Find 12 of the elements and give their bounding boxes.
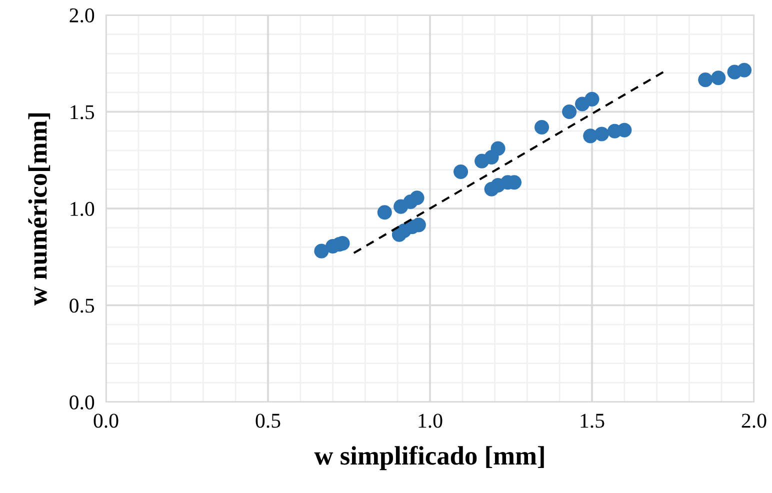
y-tick-label: 0.5 xyxy=(70,298,94,313)
x-tick-label: 0.0 xyxy=(94,414,118,428)
x-tick-label: 0.5 xyxy=(256,414,280,428)
y-axis-title: w numérico[mm] xyxy=(28,113,50,306)
x-axis-title: w simplificado [mm] xyxy=(314,446,544,470)
y-tick-label: 0.0 xyxy=(70,395,94,410)
x-tick-label: 2.0 xyxy=(742,414,766,428)
y-tick-label: 1.5 xyxy=(70,105,94,120)
y-tick-label: 1.0 xyxy=(70,202,94,216)
y-tick-label: 2.0 xyxy=(70,8,94,23)
x-tick-label: 1.0 xyxy=(418,414,442,428)
x-tick-label: 1.5 xyxy=(580,414,604,428)
